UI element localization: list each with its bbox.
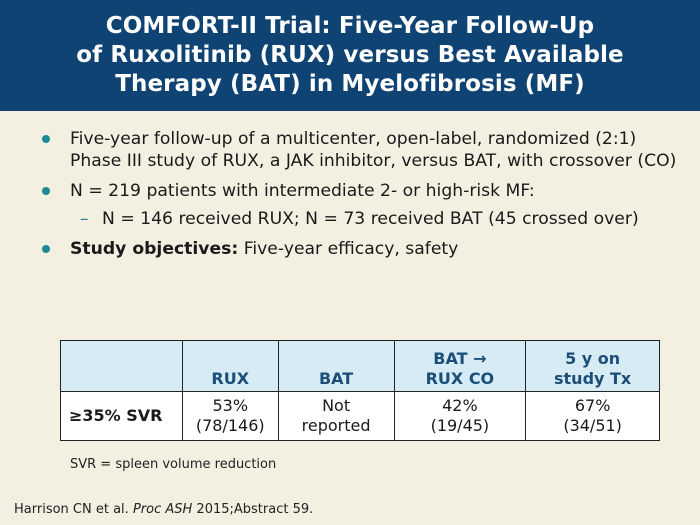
header-cell-5y: 5 y on study Tx — [525, 340, 660, 392]
title-line-1: COMFORT-II Trial: Five-Year Follow-Up — [105, 13, 595, 39]
title-line-2: of Ruxolitinib (RUX) versus Best Availab… — [76, 42, 624, 68]
sub-bullet-item-arms: – N = 146 received RUX; N = 73 received … — [40, 208, 680, 230]
header-cell-empty — [60, 340, 183, 392]
bullet-text: Five-year efficacy, safety — [238, 239, 459, 259]
bullet-text: Five-year follow-up of a multicenter, op… — [70, 129, 677, 171]
slide-title: COMFORT-II Trial: Five-Year Follow-Up of… — [76, 12, 624, 99]
cell-rux: 53% (78/146) — [181, 391, 279, 441]
bullet-dot-icon — [42, 245, 50, 253]
bullet-item-patients: N = 219 patients with intermediate 2- or… — [40, 180, 680, 202]
footnote: SVR = spleen volume reduction — [70, 457, 277, 472]
citation-journal: Proc ASH — [132, 502, 193, 517]
title-line-3: Therapy (BAT) in Myelofibrosis (MF) — [115, 71, 585, 97]
table-row: ≥35% SVR 53% (78/146) Not reported 42% (… — [60, 391, 660, 441]
results-table: RUX BAT BAT → RUX CO 5 y on study Tx ≥35… — [60, 340, 660, 441]
header-cell-crossover: BAT → RUX CO — [393, 340, 527, 392]
header-cell-rux: RUX — [181, 340, 279, 392]
bullet-bold-label: Study objectives: — [70, 239, 239, 259]
bullet-item-followup: Five-year follow-up of a multicenter, op… — [40, 128, 680, 172]
citation: Harrison CN et al. Proc ASH 2015;Abstrac… — [14, 502, 314, 517]
cell-crossover: 42% (19/45) — [393, 391, 527, 441]
title-banner: COMFORT-II Trial: Five-Year Follow-Up of… — [0, 0, 700, 111]
cell-5y: 67% (34/51) — [525, 391, 660, 441]
row-label: ≥35% SVR — [60, 391, 183, 441]
bullet-item-objectives: Study objectives: Five-year efficacy, sa… — [40, 238, 680, 260]
cell-bat: Not reported — [277, 391, 395, 441]
table-header-row: RUX BAT BAT → RUX CO 5 y on study Tx — [60, 340, 660, 392]
header-cell-bat: BAT — [277, 340, 395, 392]
bullet-text: N = 219 patients with intermediate 2- or… — [70, 181, 535, 201]
dash-icon: – — [80, 209, 89, 229]
sub-bullet-text: N = 146 received RUX; N = 73 received BA… — [102, 209, 639, 229]
bullet-dot-icon — [42, 187, 50, 195]
bullet-dot-icon — [42, 135, 50, 143]
bullet-list: Five-year follow-up of a multicenter, op… — [40, 128, 680, 268]
